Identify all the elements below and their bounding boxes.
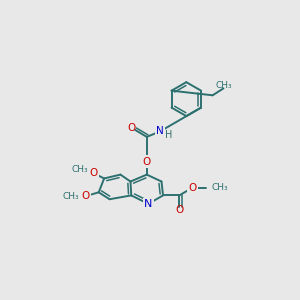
Text: O: O [175,205,184,215]
Text: O: O [127,123,135,134]
Text: H: H [165,130,172,140]
Text: O: O [188,183,196,193]
Text: CH₃: CH₃ [72,165,88,174]
Text: N: N [144,199,152,209]
Text: O: O [81,191,90,201]
Text: N: N [156,127,164,136]
Text: O: O [143,157,151,166]
Text: O: O [89,168,98,178]
Text: CH₃: CH₃ [215,81,232,90]
Text: CH₃: CH₃ [212,183,229,192]
Text: CH₃: CH₃ [62,192,79,201]
